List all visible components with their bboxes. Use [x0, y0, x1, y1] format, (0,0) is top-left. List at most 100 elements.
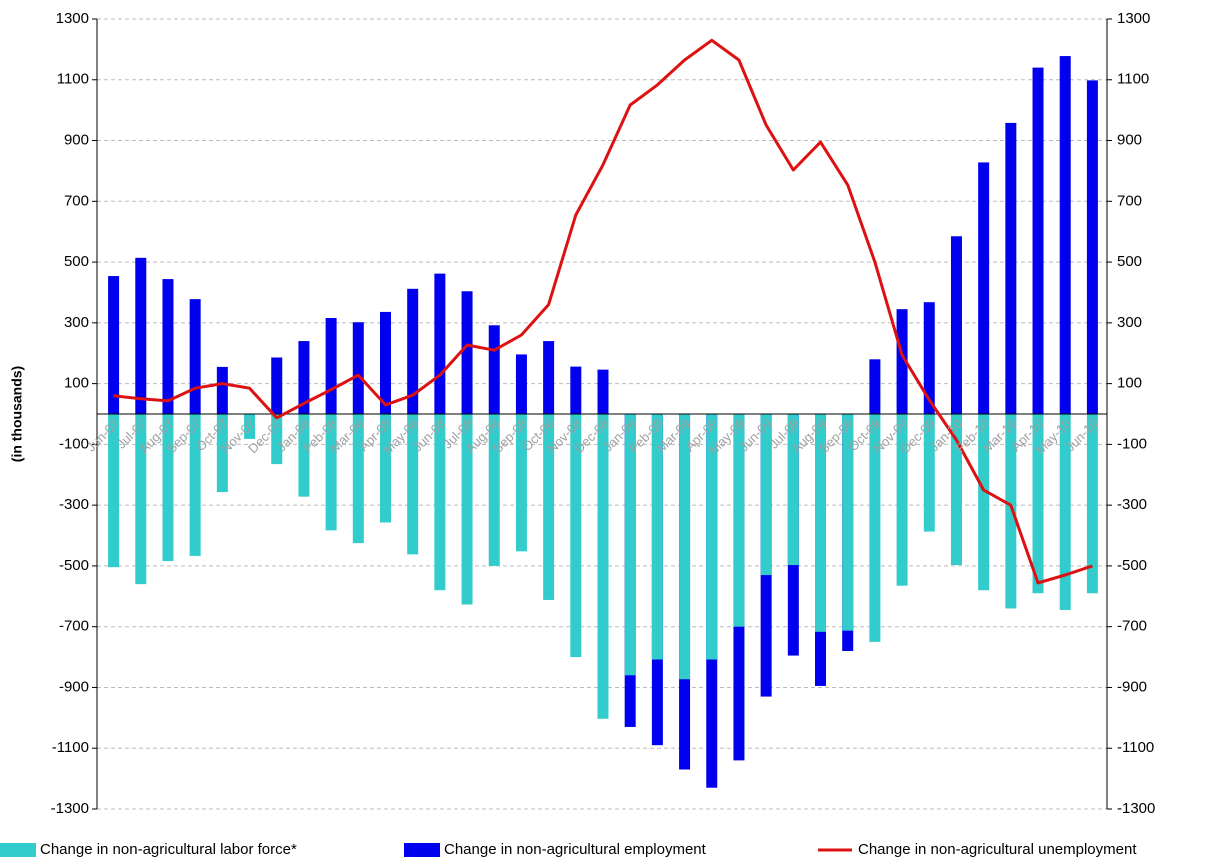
y-tick-label: -300 [59, 496, 89, 513]
bar [1059, 56, 1071, 415]
y-tick-label: 1100 [57, 71, 89, 88]
bar [379, 414, 391, 523]
bar [1086, 80, 1098, 414]
bar [787, 414, 799, 566]
line [113, 38, 1093, 585]
y2-tick-label: -900 [1117, 678, 1147, 695]
legend-label: Change in non-agricultural unemployment [858, 841, 1137, 858]
bar [1059, 414, 1071, 610]
y2-tick-label: 100 [1117, 375, 1142, 392]
bar [869, 359, 881, 414]
legend-swatch [0, 843, 36, 857]
y-tick-label: -700 [59, 618, 89, 635]
bar [461, 291, 473, 414]
bar [407, 288, 419, 414]
bar [189, 414, 201, 556]
y-tick-label: -500 [59, 557, 89, 574]
y2-tick-label: -1300 [1117, 800, 1155, 817]
y2-tick-label: 900 [1117, 132, 1142, 149]
bar [488, 414, 500, 566]
bar [352, 322, 364, 414]
bar [135, 257, 147, 414]
bar [325, 414, 337, 531]
bar [597, 369, 609, 414]
bar [216, 366, 228, 414]
bar [108, 276, 120, 414]
bar [842, 414, 854, 631]
bar [298, 414, 310, 497]
bar [978, 414, 990, 591]
y-tick-label: 500 [64, 253, 89, 270]
y2-tick-label: 300 [1117, 314, 1142, 331]
y-tick-label: 100 [64, 375, 89, 392]
bar [570, 414, 582, 658]
bar [1005, 414, 1017, 609]
bar [352, 414, 364, 544]
bar [515, 414, 527, 552]
bar [108, 414, 120, 568]
bar [135, 414, 147, 585]
bar [434, 414, 446, 591]
y-tick-label: 900 [64, 132, 89, 149]
bar [679, 414, 691, 680]
bar [162, 279, 174, 414]
bar [760, 414, 772, 576]
bar [298, 341, 310, 414]
y2-tick-label: -1100 [1117, 739, 1154, 756]
bar [950, 414, 962, 566]
bar [923, 414, 935, 532]
bar [923, 302, 935, 414]
bar [1032, 414, 1044, 594]
y2-tick-label: -100 [1117, 435, 1147, 452]
bar [624, 414, 636, 676]
y-tick-label: -1100 [52, 739, 89, 756]
bar [978, 162, 990, 414]
bar [216, 414, 228, 493]
y-tick-label: -100 [59, 435, 89, 452]
y-tick-label: 700 [64, 192, 89, 209]
y-tick-label: 300 [64, 314, 89, 331]
bar [244, 414, 256, 439]
bar [950, 236, 962, 414]
legend-label: Change in non-agricultural employment [444, 841, 707, 858]
y2-tick-label: -300 [1117, 496, 1147, 513]
bar [896, 414, 908, 586]
y2-tick-label: 700 [1117, 192, 1142, 209]
bar [1086, 414, 1098, 594]
bar [407, 414, 419, 555]
bar [597, 414, 609, 719]
bar [461, 414, 473, 605]
bar [733, 414, 745, 627]
bar [1032, 67, 1044, 414]
bar [869, 414, 881, 642]
bar [515, 354, 527, 414]
y2-tick-label: 1300 [1117, 10, 1150, 27]
bar [706, 414, 718, 660]
legend-swatch [404, 843, 440, 857]
y2-tick-label: 500 [1117, 253, 1142, 270]
y-tick-label: -1300 [51, 800, 89, 817]
bar [815, 414, 827, 632]
y-tick-label: 1300 [56, 10, 89, 27]
bar [488, 325, 500, 414]
bar [434, 273, 446, 414]
y2-tick-label: 1100 [1117, 71, 1149, 88]
bar [379, 311, 391, 414]
y2-tick-label: -500 [1117, 557, 1147, 574]
y-tick-label: -900 [59, 678, 89, 695]
bar [1005, 122, 1017, 415]
bar [271, 357, 283, 414]
y-axis-title: (in thousands) [9, 366, 25, 462]
bar [651, 414, 663, 660]
bar [570, 366, 582, 414]
bar [896, 309, 908, 414]
bar [543, 341, 555, 414]
bar [325, 317, 337, 414]
bar [189, 299, 201, 414]
bar [271, 414, 283, 465]
bar [543, 414, 555, 600]
y2-tick-label: -700 [1117, 618, 1147, 635]
legend-label: Change in non-agricultural labor force* [40, 841, 297, 858]
bar [162, 414, 174, 562]
